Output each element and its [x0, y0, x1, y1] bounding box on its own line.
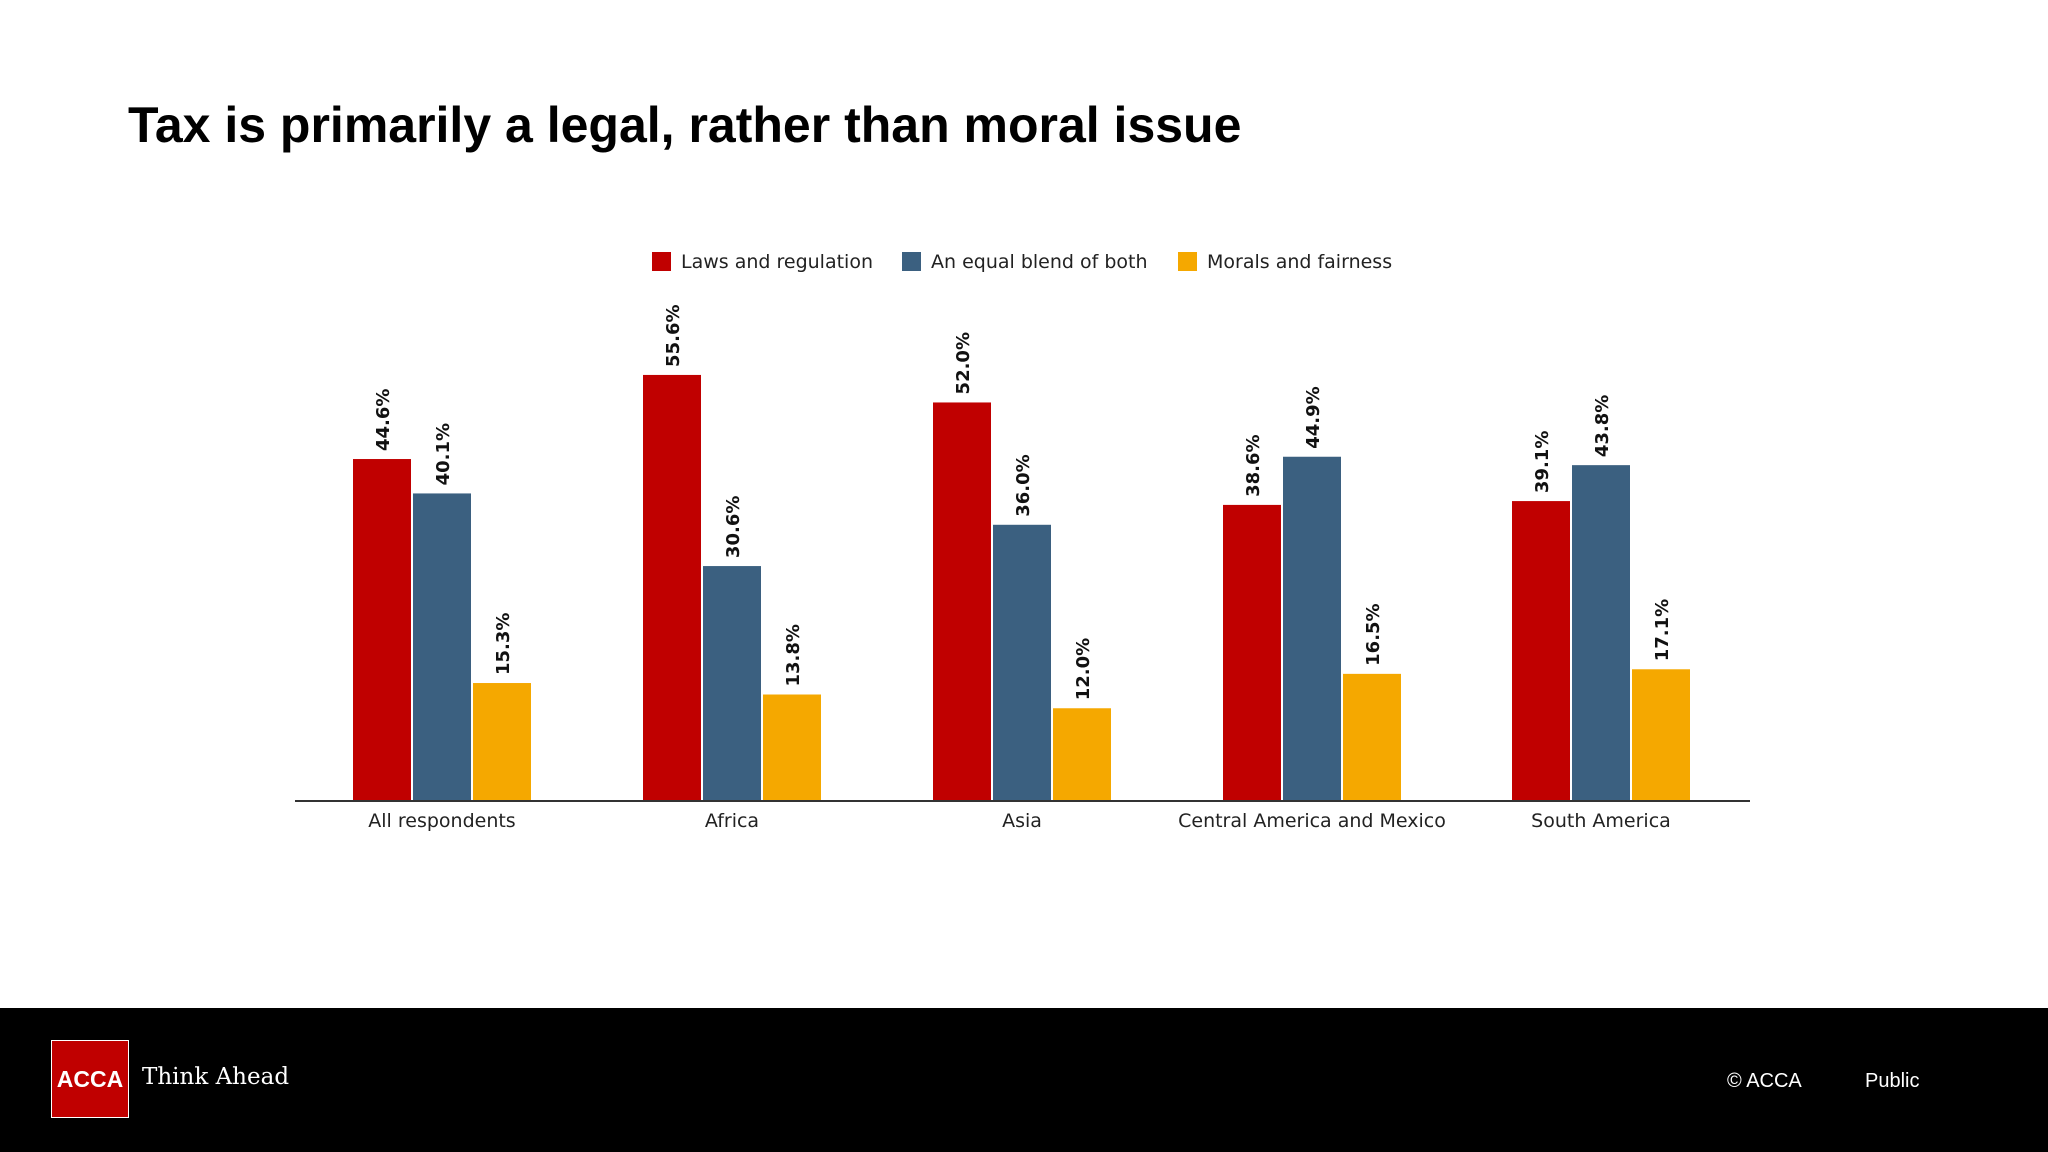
legend-swatch-1 [902, 252, 921, 271]
legend-swatch-2 [1178, 252, 1197, 271]
bar-0-1 [413, 493, 471, 800]
bar-4-2 [1632, 669, 1690, 800]
value-label-2-1: 36.0% [1013, 454, 1034, 516]
tagline: Think Ahead [142, 1064, 290, 1090]
value-label-1-1: 30.6% [723, 496, 744, 558]
category-label-1: Africa [705, 810, 759, 832]
value-label-4-0: 39.1% [1532, 431, 1553, 493]
value-label-3-1: 44.9% [1303, 386, 1324, 448]
bar-2-0 [933, 402, 991, 800]
legend-label-0: Laws and regulation [681, 251, 873, 273]
acca-logo: ACCA [51, 1040, 129, 1118]
legend-label-2: Morals and fairness [1207, 251, 1392, 273]
category-label-4: South America [1531, 810, 1671, 832]
legend-label-1: An equal blend of both [931, 251, 1148, 273]
copyright-text: © ACCA [1727, 1070, 1802, 1092]
bar-3-2 [1343, 673, 1401, 800]
value-label-3-0: 38.6% [1243, 434, 1264, 496]
bar-2-1 [993, 524, 1051, 800]
bar-1-1 [703, 566, 761, 800]
classification-label: Public [1865, 1070, 1920, 1092]
bar-chart: Laws and regulation An equal blend of bot… [295, 251, 1750, 832]
chart-value-labels: 44.6% 40.1% 15.3% 55.6% 30.6% 13.8% 52.0% 36.0%… [373, 304, 1673, 700]
chart-bars [353, 374, 1690, 800]
value-label-4-2: 17.1% [1652, 599, 1673, 661]
value-label-0-0: 44.6% [373, 389, 394, 451]
bar-4-0 [1512, 501, 1570, 800]
category-label-2: Asia [1002, 810, 1042, 832]
bar-3-1 [1283, 456, 1341, 800]
value-label-0-2: 15.3% [493, 613, 514, 675]
value-label-1-2: 13.8% [783, 624, 804, 686]
bar-0-2 [473, 683, 531, 800]
bar-0-0 [353, 459, 411, 800]
footer-bar: ACCA Think Ahead © ACCA Public [0, 1008, 2048, 1152]
bar-3-0 [1223, 504, 1281, 800]
value-label-0-1: 40.1% [433, 423, 454, 485]
value-label-1-0: 55.6% [663, 304, 684, 366]
value-label-2-0: 52.0% [953, 332, 974, 394]
bar-4-1 [1572, 465, 1630, 800]
bar-1-0 [643, 374, 701, 800]
value-label-3-2: 16.5% [1363, 603, 1384, 665]
acca-logo-text: ACCA [56, 1065, 124, 1092]
value-label-2-2: 12.0% [1073, 638, 1094, 700]
legend-swatch-0 [652, 252, 671, 271]
category-label-0: All respondents [368, 810, 515, 832]
category-label-3: Central America and Mexico [1178, 810, 1446, 832]
bar-1-2 [763, 694, 821, 800]
slide-title: Tax is primarily a legal, rather than mo… [128, 97, 1242, 153]
chart-legend: Laws and regulation An equal blend of bot… [652, 251, 1392, 273]
bar-2-2 [1053, 708, 1111, 800]
value-label-4-1: 43.8% [1592, 395, 1613, 457]
chart-category-labels: All respondents Africa Asia Central America… [368, 810, 1671, 832]
